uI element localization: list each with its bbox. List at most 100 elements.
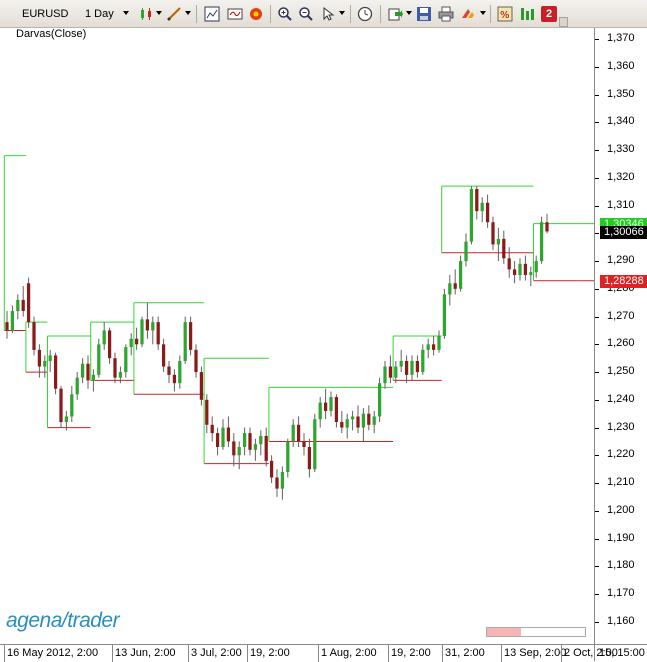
- price-tick-mark: [595, 233, 599, 235]
- indicator-icon[interactable]: [227, 6, 243, 22]
- scroll-end-icon[interactable]: [460, 6, 476, 22]
- chevron-down-icon[interactable]: [480, 11, 486, 15]
- price-tick-mark: [595, 261, 599, 263]
- clock-icon[interactable]: [357, 6, 373, 22]
- candle-down: [232, 441, 236, 456]
- price-tick-label: 1,230: [607, 420, 635, 433]
- time-tick-label: 3 Jul, 2:00: [191, 647, 242, 659]
- candle-up: [91, 374, 96, 381]
- price-tick-mark: [595, 594, 599, 596]
- time-tick-label: 31, 2:00: [445, 647, 485, 659]
- price-tick-label: 1,220: [607, 448, 635, 461]
- time-tick-mark: [247, 645, 248, 662]
- price-axis[interactable]: 1,370 1,360 1,350 1,340 1,330 1,320 1,310 1,300…: [594, 28, 647, 644]
- chart-properties-icon[interactable]: [204, 6, 220, 22]
- candle-up: [221, 427, 225, 447]
- candle-down: [32, 322, 36, 350]
- time-axis[interactable]: 16 May 2012, 2:00 13 Jun, 2:00 3 Jul, 2:00…: [0, 644, 618, 662]
- candle-down: [415, 360, 420, 373]
- chevron-down-icon[interactable]: [339, 11, 345, 15]
- export-icon[interactable]: [387, 6, 403, 22]
- price-tick-mark: [595, 39, 599, 41]
- candle-up: [253, 444, 258, 450]
- candle-down: [205, 399, 209, 425]
- candle-down: [431, 344, 436, 350]
- chart-style-icon[interactable]: [138, 6, 154, 22]
- candle-up: [291, 424, 295, 442]
- price-tick-mark: [595, 316, 599, 318]
- candle-up: [480, 202, 484, 212]
- time-tick-mark: [188, 645, 189, 662]
- price-tick-label: 1,340: [607, 115, 635, 128]
- price-tick-mark: [595, 122, 599, 124]
- zoom-out-icon[interactable]: [298, 6, 314, 22]
- candle-up: [421, 349, 425, 373]
- candle-down: [523, 263, 528, 275]
- save-icon[interactable]: [416, 6, 432, 22]
- chart-trader-icon[interactable]: [519, 6, 535, 22]
- price-tick-mark: [595, 566, 599, 568]
- time-tick-label: 13 Jun, 2:00: [115, 647, 176, 659]
- candle-down: [172, 374, 177, 384]
- chevron-down-icon[interactable]: [123, 11, 129, 15]
- badge-icon[interactable]: 2: [541, 6, 557, 22]
- price-tick-mark: [595, 288, 599, 290]
- price-tick-label: 1,180: [607, 559, 635, 572]
- time-tick-label: 16 May 2012, 2:00: [7, 647, 99, 659]
- candle-down: [296, 424, 301, 442]
- time-tick-mark: [112, 645, 113, 662]
- data-box-icon[interactable]: %: [497, 6, 513, 22]
- candle-up: [329, 397, 333, 411]
- price-tick-label: 1,250: [607, 365, 635, 378]
- candle-down: [199, 372, 204, 400]
- time-tick-label: 19, 2:00: [250, 647, 290, 659]
- candle-down: [264, 435, 268, 461]
- price-tick-label: 1,310: [607, 198, 635, 211]
- candle-down: [215, 433, 220, 447]
- candle-down: [21, 299, 25, 312]
- time-tick-label: 13 Sep, 2:00: [504, 647, 567, 659]
- candle-up: [286, 441, 290, 472]
- price-tick-mark: [595, 483, 599, 485]
- candle-up: [377, 383, 382, 417]
- price-tick-mark: [595, 399, 599, 401]
- candle-down: [269, 460, 274, 478]
- price-tick-mark: [595, 538, 599, 540]
- drawing-tool-icon[interactable]: [166, 6, 182, 22]
- chevron-down-icon[interactable]: [406, 11, 412, 15]
- candle-down: [113, 358, 117, 378]
- candle-up: [437, 336, 441, 350]
- candle-down: [107, 330, 112, 359]
- candle-down: [475, 188, 479, 212]
- price-tick-mark: [595, 455, 599, 457]
- candle-down: [453, 283, 457, 289]
- time-tick-mark: [561, 645, 562, 662]
- chevron-down-icon[interactable]: [156, 11, 162, 15]
- candle-down: [86, 363, 90, 381]
- candle-down: [275, 477, 279, 489]
- cursor-icon[interactable]: [320, 6, 336, 22]
- price-tick-mark: [595, 150, 599, 152]
- candle-up: [16, 299, 20, 312]
- zoom-in-icon[interactable]: [277, 6, 293, 22]
- indicator-label: Darvas(Close): [16, 28, 87, 40]
- timeframe-selector[interactable]: 1 Day: [85, 8, 114, 20]
- time-tick-mark: [388, 645, 389, 662]
- print-icon[interactable]: [438, 6, 454, 22]
- candle-down: [367, 413, 371, 425]
- time-tick-label: 2 Oct, 2:00: [564, 647, 618, 659]
- candle-up: [394, 366, 398, 378]
- chevron-down-icon[interactable]: [185, 11, 191, 15]
- candle-down: [210, 424, 214, 434]
- strategy-icon[interactable]: [248, 6, 264, 22]
- time-axis-corner: 15, 15:00: [594, 644, 647, 661]
- candle-up: [410, 360, 414, 375]
- toolbar-overflow-button[interactable]: [559, 17, 568, 27]
- candle-up: [313, 419, 317, 470]
- time-tick-mark: [318, 645, 319, 662]
- candle-down: [248, 433, 252, 450]
- candle-up: [464, 241, 468, 262]
- candle-down: [53, 355, 58, 389]
- instrument-selector[interactable]: EURUSD: [22, 8, 69, 20]
